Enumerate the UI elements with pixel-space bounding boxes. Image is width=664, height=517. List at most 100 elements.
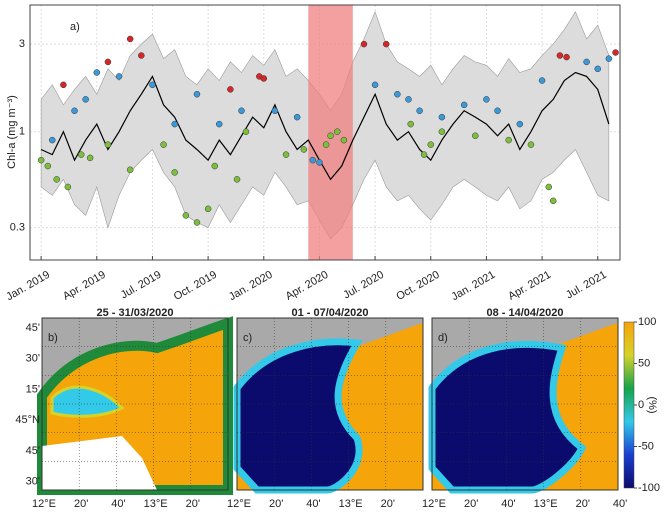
colorbar-label: (%) — [646, 396, 658, 413]
data-point — [333, 128, 341, 135]
data-point — [104, 141, 112, 148]
x-tick-label: Apr. 2020 — [284, 269, 331, 303]
data-point — [104, 58, 112, 66]
map-y-label: 30' — [26, 475, 40, 487]
map-frame — [431, 317, 619, 491]
data-point — [37, 156, 45, 164]
data-point — [160, 141, 167, 148]
panel-label: d) — [438, 332, 448, 344]
data-point — [549, 197, 557, 205]
data-point — [60, 81, 67, 89]
data-point — [360, 40, 368, 48]
panel-label: b) — [48, 332, 58, 344]
colorbar-tick-label: 100 — [638, 316, 656, 328]
x-tick-label: Apr. 2019 — [61, 269, 108, 303]
data-point — [394, 90, 401, 98]
data-point — [371, 81, 379, 89]
data-point — [556, 52, 564, 59]
data-point — [211, 162, 219, 170]
y-tick-label: 3 — [19, 38, 25, 50]
y-axis-label: Chl-a (mg m⁻³) — [6, 95, 18, 169]
data-point — [238, 107, 245, 115]
map-y-label: 45' — [26, 445, 40, 457]
data-point — [472, 132, 479, 140]
map-x-label: 12°E — [422, 498, 446, 510]
y-tick-label: 0.3 — [10, 222, 25, 234]
plot-frame — [29, 4, 621, 261]
map-x-label: 12°E — [227, 498, 251, 510]
colorbar-tick-label: -100 — [638, 482, 660, 494]
map-x-label: 12°E — [32, 498, 56, 510]
data-point — [49, 136, 56, 144]
data-point — [171, 169, 178, 176]
data-point — [605, 55, 613, 62]
data-point — [505, 136, 512, 144]
data-point — [233, 176, 241, 183]
colorbar-tick-label: -50 — [638, 440, 654, 452]
data-point — [44, 162, 52, 170]
data-point — [438, 113, 446, 121]
data-point — [64, 183, 72, 191]
data-point — [215, 120, 223, 128]
x-tick-label: Jul. 2020 — [341, 269, 386, 302]
median-line — [40, 71, 610, 181]
data-point — [494, 107, 501, 115]
data-point — [583, 58, 590, 66]
x-tick-label: Oct. 2019 — [172, 269, 219, 303]
sea-field — [428, 340, 587, 494]
data-point — [340, 136, 348, 144]
data-point — [612, 49, 619, 56]
map-x-label: 40' — [111, 498, 125, 510]
sea-field — [42, 436, 157, 490]
data-point — [516, 120, 524, 128]
data-point — [460, 101, 468, 109]
data-point — [407, 120, 414, 128]
sea-field — [233, 338, 363, 494]
map-x-label: 20' — [74, 498, 88, 510]
data-point — [171, 120, 178, 128]
data-point — [115, 73, 123, 80]
map-y-label: 45' — [26, 322, 40, 334]
data-point — [309, 156, 317, 164]
data-point — [138, 52, 145, 59]
data-point — [126, 166, 134, 174]
data-point — [271, 107, 279, 115]
panel-label: c) — [243, 332, 252, 344]
x-tick-label: Jul. 2019 — [119, 269, 164, 302]
data-point — [93, 69, 101, 76]
data-point — [527, 141, 535, 148]
data-point — [563, 53, 570, 61]
highlight-span — [308, 5, 353, 260]
data-point — [204, 205, 212, 213]
map-y-label: 30' — [26, 353, 40, 365]
x-tick-label: Jul. 2021 — [564, 269, 609, 302]
data-point — [416, 107, 423, 115]
data-point — [71, 107, 78, 115]
data-point — [182, 212, 190, 219]
data-point — [427, 141, 435, 148]
colorbar — [623, 321, 635, 489]
data-point — [242, 128, 250, 135]
map-x-label: 13°E — [339, 498, 363, 510]
x-tick-label: Jan. 2020 — [227, 269, 275, 304]
data-point — [260, 75, 268, 82]
x-tick-label: Jan. 2021 — [450, 269, 498, 304]
map-x-label: 40' — [306, 498, 320, 510]
data-point — [316, 159, 323, 166]
data-point — [300, 146, 308, 153]
data-point — [53, 176, 60, 183]
map-x-label: 40' — [613, 498, 627, 510]
data-point — [420, 151, 428, 158]
colorbar-tick-label: 50 — [638, 357, 650, 369]
data-point — [193, 219, 201, 226]
map-frame — [236, 317, 424, 491]
data-point — [538, 77, 546, 84]
map-x-label: 13°E — [144, 498, 168, 510]
data-point — [282, 151, 290, 158]
x-tick-label: Apr. 2021 — [506, 269, 553, 303]
map-panel: 08 - 14/04/2020 d) 12°E 20' 40' 13°E 20' 40' — [422, 307, 627, 510]
data-point — [594, 65, 601, 73]
data-point — [227, 86, 234, 93]
